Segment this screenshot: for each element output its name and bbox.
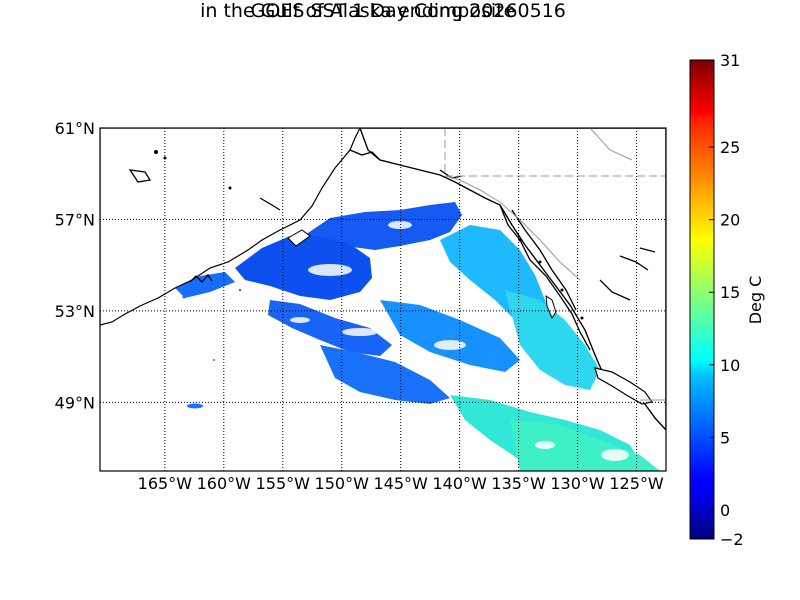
colorbar-tick-label: 10 bbox=[720, 356, 740, 375]
map-frame bbox=[99, 127, 667, 472]
colorbar-tick-label: 0 bbox=[720, 501, 730, 520]
lat-tick-label: 61°N bbox=[55, 119, 95, 138]
lon-tick-label: 140°W bbox=[432, 474, 487, 493]
lon-tick-label: 145°W bbox=[374, 474, 429, 493]
colorbar-tick-label: −2 bbox=[720, 530, 744, 549]
lon-tick-label: 160°W bbox=[197, 474, 252, 493]
lon-tick-label: 130°W bbox=[550, 474, 605, 493]
lon-tick-label: 165°W bbox=[138, 474, 193, 493]
lon-tick-label: 135°W bbox=[491, 474, 546, 493]
colorbar-tick-label: 25 bbox=[720, 138, 740, 157]
sst-patch-far-west bbox=[175, 272, 235, 298]
colorbar-tick-label: 15 bbox=[720, 283, 740, 302]
map-title-line-2: in the Gulf of Alaska ending 20260516 bbox=[200, 0, 566, 22]
colorbar-tick-label: 31 bbox=[720, 51, 740, 70]
lat-tick-label: 49°N bbox=[55, 393, 95, 412]
land-kodiak bbox=[287, 229, 311, 247]
map-title-line-1: GOES SST 1 Day Composite bbox=[250, 0, 516, 22]
sst-patch-west bbox=[235, 236, 372, 300]
sst-patch-east bbox=[505, 290, 600, 390]
sst-patch-center bbox=[268, 300, 392, 356]
colorbar bbox=[689, 59, 715, 540]
colorbar-tick-label: 5 bbox=[720, 428, 730, 447]
colorbar-tick-label: 20 bbox=[720, 211, 740, 230]
lat-tick-label: 53°N bbox=[55, 302, 95, 321]
sst-patch-south-center bbox=[320, 345, 450, 404]
land-vancouver-island bbox=[594, 367, 654, 405]
lat-tick-label: 57°N bbox=[55, 210, 95, 229]
sst-patch-north bbox=[305, 202, 462, 250]
land-haida-gwaii bbox=[545, 294, 557, 320]
lon-tick-label: 125°W bbox=[609, 474, 664, 493]
lon-tick-label: 155°W bbox=[256, 474, 311, 493]
sst-patch-east-mid bbox=[380, 300, 520, 372]
sst-field bbox=[100, 128, 666, 471]
lon-tick-label: 150°W bbox=[315, 474, 370, 493]
colorbar-label: Deg C bbox=[746, 276, 765, 325]
